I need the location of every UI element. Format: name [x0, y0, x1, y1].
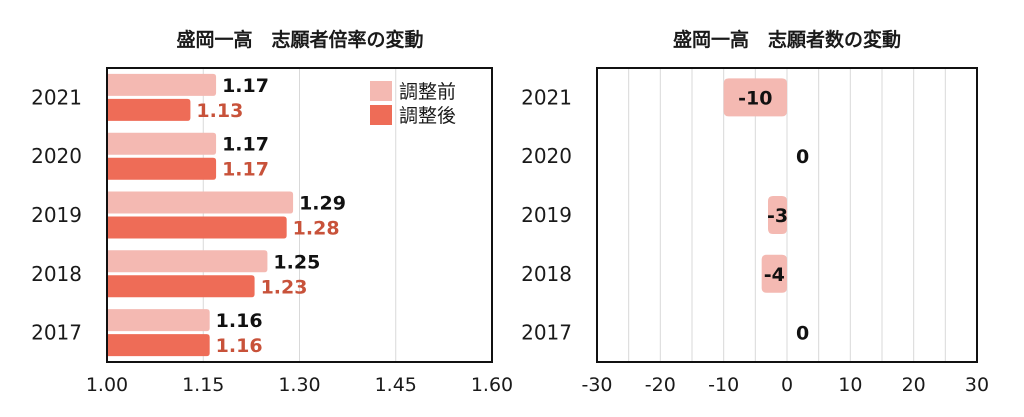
data-label-before: 1.16: [216, 310, 263, 332]
right-x-tick-label: 30: [965, 374, 989, 396]
bar-applicant-change: [761, 254, 787, 293]
bar-after-adjust: [107, 98, 191, 121]
right-x-tick-label: -30: [581, 374, 612, 396]
bar-applicant-change: [768, 196, 787, 234]
data-label-before: 1.25: [273, 251, 320, 273]
right-x-tick-label: -10: [708, 374, 739, 396]
left-chart-title: 盛岡一高 志願者倍率の変動: [176, 28, 423, 51]
left-x-tick-label: 1.15: [182, 374, 224, 396]
right-chart: 盛岡一高 志願者数の変動 -10 0 -3 -4 0 -30 -20 -10 0 10 20 30 2…: [521, 28, 989, 396]
right-x-tick-label: 10: [838, 374, 862, 396]
legend-label-after: 調整後: [399, 105, 456, 127]
bar-after-adjust: [107, 275, 255, 298]
data-label-after: 1.23: [261, 276, 308, 298]
bar-after-adjust: [107, 334, 210, 357]
data-label-before: 1.17: [222, 75, 269, 97]
data-label-after: 1.13: [196, 100, 243, 122]
data-label-after: 1.17: [222, 159, 269, 181]
bar-before-adjust: [107, 309, 210, 332]
bar-before-adjust: [107, 73, 217, 96]
left-plot-frame: [106, 67, 493, 363]
right-chart-title: 盛岡一高 志願者数の変動: [673, 28, 901, 51]
bar-applicant-change: [723, 78, 787, 117]
right-y-tick-label: 2020: [521, 144, 572, 168]
bar-before-adjust: [107, 191, 294, 214]
left-x-tick-label: 1.30: [278, 374, 320, 396]
bar-after-adjust: [107, 157, 217, 180]
bar-before-adjust: [107, 250, 268, 273]
data-label-change: -3: [767, 205, 788, 227]
right-x-tick-label: -20: [645, 374, 676, 396]
right-y-tick-label: 2019: [521, 203, 572, 227]
left-y-tick-label: 2019: [31, 203, 82, 227]
right-y-tick-label: 2017: [521, 321, 572, 345]
right-x-tick-label: 20: [902, 374, 926, 396]
data-label-after: 1.28: [293, 218, 340, 240]
left-x-tick-label: 1.45: [375, 374, 417, 396]
right-x-tick-label: 0: [781, 374, 793, 396]
right-y-tick-label: 2021: [521, 85, 572, 109]
left-y-tick-label: 2021: [31, 85, 82, 109]
left-x-tick-label: 1.60: [471, 374, 513, 396]
legend-label-before: 調整前: [399, 81, 456, 103]
data-label-before: 1.29: [299, 193, 346, 215]
left-y-tick-label: 2018: [31, 262, 82, 286]
data-label-change: 0: [796, 146, 809, 168]
right-y-tick-label: 2018: [521, 262, 572, 286]
data-label-change: -4: [764, 264, 785, 286]
right-plot-frame: [596, 67, 978, 363]
left-y-tick-label: 2020: [31, 144, 82, 168]
data-label-before: 1.17: [222, 134, 269, 156]
legend-swatch-after: [370, 105, 392, 125]
data-label-change: -10: [738, 87, 772, 109]
bar-after-adjust: [107, 216, 287, 239]
left-x-tick-label: 1.00: [86, 374, 128, 396]
data-label-after: 1.16: [216, 335, 263, 357]
bar-before-adjust: [107, 132, 217, 155]
data-label-change: 0: [796, 323, 809, 345]
left-y-tick-label: 2017: [31, 321, 82, 345]
left-chart: 盛岡一高 志願者倍率の変動 1.17 1.13 1.17 1.17 1.29 1.28 1.…: [31, 28, 513, 396]
legend-swatch-before: [370, 81, 392, 101]
